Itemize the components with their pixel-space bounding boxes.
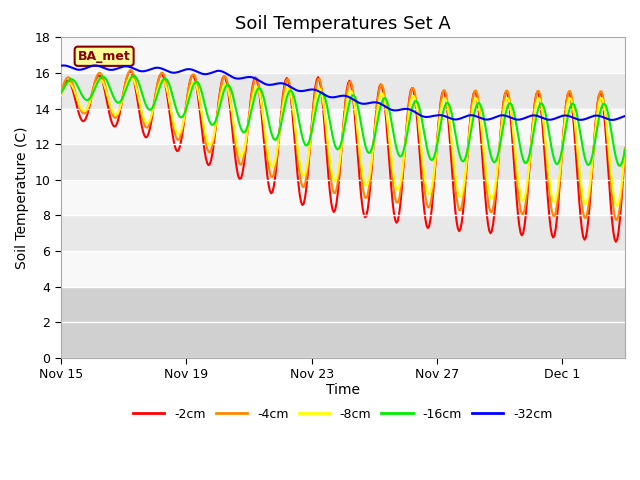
Bar — [61, 73, 625, 108]
Bar — [61, 144, 625, 180]
X-axis label: Time: Time — [326, 383, 360, 396]
Legend: -2cm, -4cm, -8cm, -16cm, -32cm: -2cm, -4cm, -8cm, -16cm, -32cm — [128, 403, 557, 425]
Bar — [61, 37, 625, 73]
Bar — [61, 108, 625, 144]
Text: BA_met: BA_met — [78, 50, 131, 63]
Bar — [61, 287, 625, 358]
Bar — [61, 180, 625, 216]
Bar — [61, 216, 625, 251]
Y-axis label: Soil Temperature (C): Soil Temperature (C) — [15, 126, 29, 269]
Bar — [61, 251, 625, 287]
Title: Soil Temperatures Set A: Soil Temperatures Set A — [235, 15, 451, 33]
